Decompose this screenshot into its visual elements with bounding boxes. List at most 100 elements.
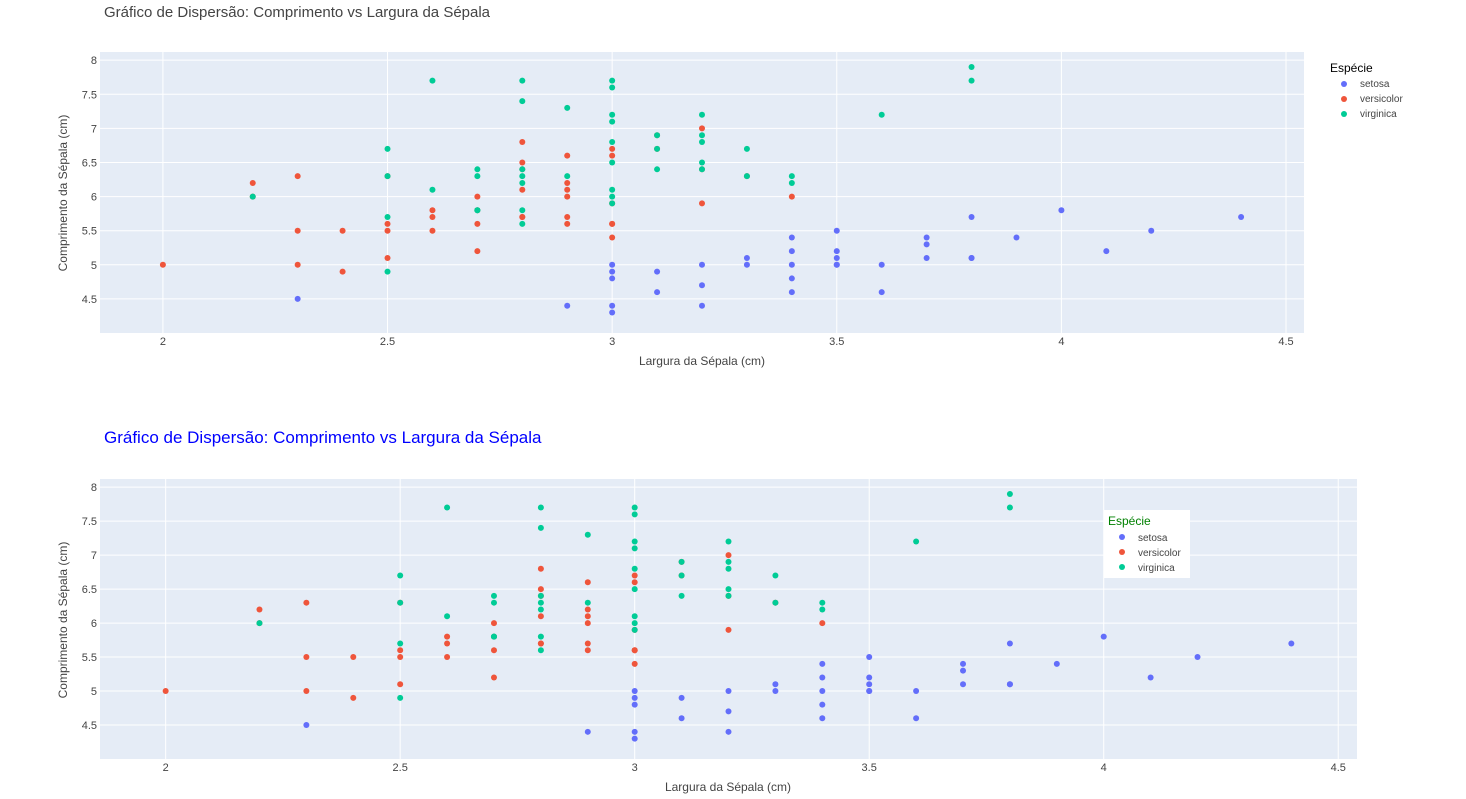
data-point-versicolor[interactable] [303,688,310,695]
data-point-setosa[interactable] [1194,654,1201,661]
data-point-virginica[interactable] [743,145,750,152]
data-point-setosa[interactable] [1100,633,1107,640]
data-point-virginica[interactable] [519,179,526,186]
data-point-setosa[interactable] [866,674,873,681]
chart-2-legend-item-setosa[interactable]: setosa [1119,533,1168,544]
data-point-setosa[interactable] [743,254,750,261]
data-point-setosa[interactable] [303,722,310,729]
data-point-setosa[interactable] [788,234,795,241]
data-point-virginica[interactable] [631,511,638,518]
data-point-virginica[interactable] [631,620,638,627]
data-point-versicolor[interactable] [564,179,571,186]
data-point-virginica[interactable] [249,193,256,200]
data-point-versicolor[interactable] [631,579,638,586]
data-point-virginica[interactable] [1006,490,1013,497]
data-point-virginica[interactable] [609,77,616,84]
data-point-virginica[interactable] [519,77,526,84]
data-point-setosa[interactable] [968,254,975,261]
data-point-versicolor[interactable] [474,193,481,200]
data-point-versicolor[interactable] [584,647,591,654]
data-point-setosa[interactable] [866,688,873,695]
data-point-versicolor[interactable] [350,654,357,661]
data-point-versicolor[interactable] [444,633,451,640]
data-point-setosa[interactable] [772,681,779,688]
data-point-virginica[interactable] [474,207,481,214]
data-point-virginica[interactable] [397,694,404,701]
chart-2-legend-item-virginica[interactable]: virginica [1119,563,1175,574]
data-point-virginica[interactable] [444,613,451,620]
data-point-virginica[interactable] [913,538,920,545]
data-point-versicolor[interactable] [490,674,497,681]
data-point-virginica[interactable] [609,193,616,200]
data-point-virginica[interactable] [384,214,391,221]
data-point-versicolor[interactable] [584,606,591,613]
data-point-versicolor[interactable] [564,186,571,193]
data-point-setosa[interactable] [631,735,638,742]
data-point-virginica[interactable] [256,620,263,627]
data-point-virginica[interactable] [537,524,544,531]
data-point-versicolor[interactable] [339,227,346,234]
data-point-versicolor[interactable] [350,694,357,701]
data-point-setosa[interactable] [725,728,732,735]
data-point-virginica[interactable] [609,200,616,207]
data-point-virginica[interactable] [654,132,661,139]
data-point-setosa[interactable] [960,667,967,674]
data-point-setosa[interactable] [631,701,638,708]
data-point-versicolor[interactable] [699,200,705,207]
data-point-versicolor[interactable] [159,261,166,268]
data-point-virginica[interactable] [788,179,795,186]
data-point-versicolor[interactable] [294,227,301,234]
data-point-setosa[interactable] [743,261,750,268]
data-point-virginica[interactable] [490,592,497,599]
data-point-versicolor[interactable] [162,688,169,695]
data-point-virginica[interactable] [537,504,544,511]
data-point-setosa[interactable] [1006,681,1013,688]
data-point-virginica[interactable] [490,633,497,640]
data-point-setosa[interactable] [923,234,930,241]
data-point-versicolor[interactable] [519,139,526,146]
data-point-versicolor[interactable] [384,220,391,227]
data-point-versicolor[interactable] [631,572,638,579]
data-point-virginica[interactable] [788,173,795,180]
data-point-versicolor[interactable] [699,125,705,132]
data-point-virginica[interactable] [397,572,404,579]
data-point-virginica[interactable] [384,173,391,180]
data-point-virginica[interactable] [699,111,705,118]
data-point-setosa[interactable] [609,309,616,316]
chart-1-legend-item-versicolor[interactable]: versicolor [1341,94,1403,105]
data-point-virginica[interactable] [968,64,975,71]
data-point-versicolor[interactable] [444,654,451,661]
data-point-versicolor[interactable] [564,152,571,159]
data-point-setosa[interactable] [923,254,930,261]
data-point-setosa[interactable] [772,688,779,695]
data-point-virginica[interactable] [819,606,826,613]
data-point-versicolor[interactable] [725,552,732,559]
data-point-virginica[interactable] [429,77,436,84]
data-point-setosa[interactable] [788,248,795,255]
data-point-virginica[interactable] [1006,504,1013,511]
data-point-versicolor[interactable] [384,254,391,261]
data-point-virginica[interactable] [397,599,404,606]
data-point-setosa[interactable] [564,302,571,309]
data-point-setosa[interactable] [968,214,975,221]
data-point-setosa[interactable] [1013,234,1020,241]
data-point-setosa[interactable] [631,694,638,701]
data-point-versicolor[interactable] [537,613,544,620]
data-point-virginica[interactable] [519,98,526,105]
data-point-setosa[interactable] [609,302,616,309]
data-point-setosa[interactable] [699,261,705,268]
data-point-setosa[interactable] [609,268,616,275]
data-point-setosa[interactable] [1238,214,1245,221]
data-point-versicolor[interactable] [249,179,256,186]
data-point-virginica[interactable] [519,220,526,227]
data-point-virginica[interactable] [609,111,616,118]
data-point-setosa[interactable] [866,681,873,688]
data-point-virginica[interactable] [725,586,732,593]
data-point-virginica[interactable] [631,538,638,545]
data-point-versicolor[interactable] [537,565,544,572]
data-point-versicolor[interactable] [339,268,346,275]
data-point-versicolor[interactable] [584,579,591,586]
data-point-versicolor[interactable] [584,620,591,627]
data-point-virginica[interactable] [519,166,526,173]
data-point-setosa[interactable] [654,268,661,275]
